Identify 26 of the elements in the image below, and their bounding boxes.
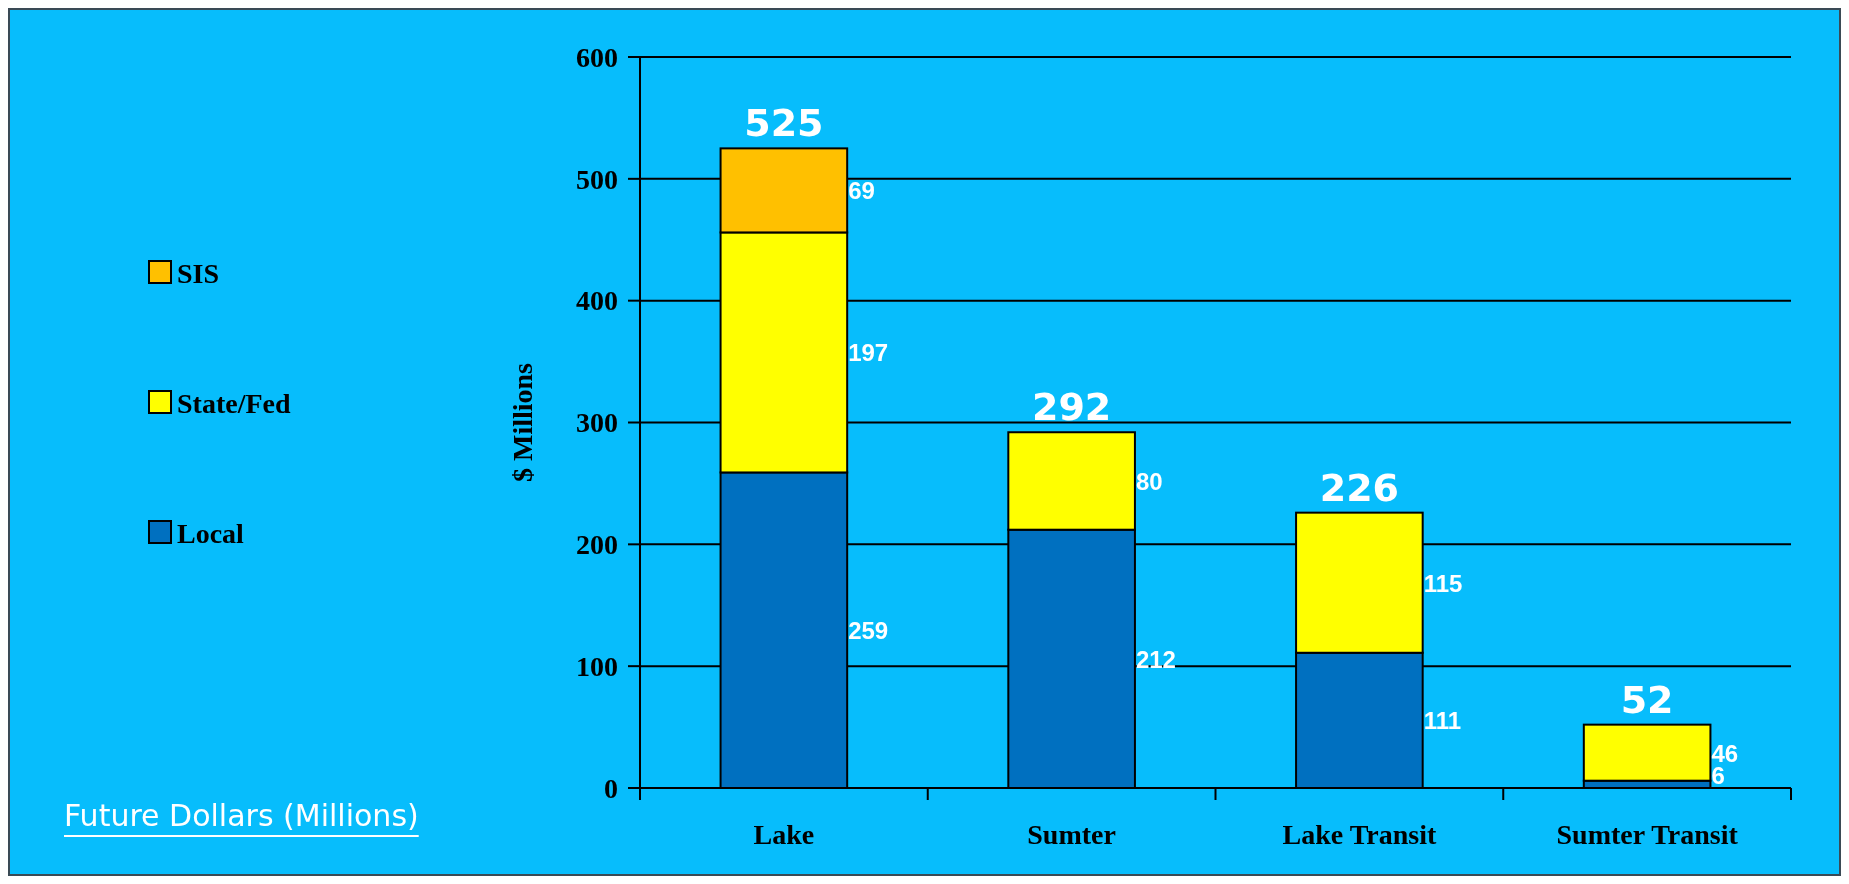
x-tick-label: Lake Transit xyxy=(1282,819,1437,850)
total-label: 52 xyxy=(1620,677,1674,722)
x-tick-label: Sumter xyxy=(1027,819,1116,850)
data-label: 259 xyxy=(848,617,889,645)
y-tick-label: 200 xyxy=(576,529,618,561)
y-tick-label: 300 xyxy=(576,407,618,439)
data-label: 111 xyxy=(1423,707,1462,735)
total-label: 226 xyxy=(1319,465,1400,510)
y-tick-label: 400 xyxy=(576,285,618,317)
data-label: 80 xyxy=(1135,467,1163,495)
total-label: 292 xyxy=(1031,385,1112,430)
data-label: 69 xyxy=(848,177,875,205)
y-tick-label: 0 xyxy=(604,772,618,804)
x-tick-label: Sumter Transit xyxy=(1556,819,1739,850)
y-axis-title: $ Millions xyxy=(507,362,538,483)
legend-label: Local xyxy=(177,517,245,549)
y-tick-label: 600 xyxy=(576,41,618,73)
legend-label: SIS xyxy=(177,257,220,289)
data-label: 197 xyxy=(848,339,889,367)
total-label: 525 xyxy=(744,101,824,146)
y-tick-label: 500 xyxy=(576,163,618,195)
x-tick-label: Lake xyxy=(753,819,815,850)
legend-label: State/Fed xyxy=(177,387,291,419)
text: Future Dollars (Millions) xyxy=(64,798,419,833)
data-label: 115 xyxy=(1423,569,1463,597)
y-tick-label: 100 xyxy=(576,650,618,682)
